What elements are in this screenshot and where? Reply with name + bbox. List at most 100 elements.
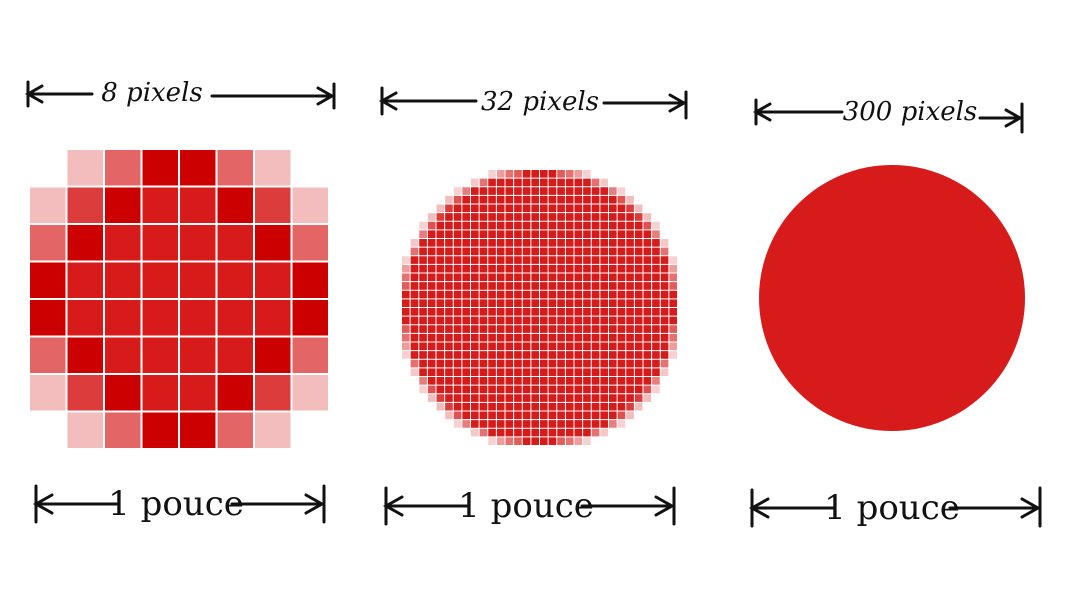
pixel-cell — [514, 368, 522, 377]
pixel-cell — [548, 290, 557, 299]
pixel-cell — [462, 247, 471, 256]
pixel-cell — [583, 247, 591, 256]
pixel-cell — [514, 308, 522, 316]
pixel-cell — [488, 394, 496, 402]
pixel-cell — [565, 221, 574, 230]
pixel-cell — [505, 170, 514, 178]
pixel-cell — [600, 333, 609, 342]
pixel-cell — [496, 282, 505, 290]
pixel-cell — [522, 221, 531, 230]
pixel-cell — [540, 178, 548, 187]
pixel-cell — [142, 225, 178, 261]
pixel-cell — [634, 377, 643, 385]
pixel-cell — [105, 412, 141, 448]
pixel-cell — [514, 204, 522, 213]
pixel-cell — [574, 256, 583, 264]
pixel-cell — [292, 262, 328, 298]
pixel-cell — [548, 428, 557, 437]
pixel-cell — [583, 213, 591, 221]
pixel-cell — [583, 187, 591, 195]
pixel-cell — [488, 187, 496, 195]
pixel-cell — [436, 264, 445, 273]
pixel-cell — [471, 299, 479, 308]
pixel-cell — [565, 282, 574, 290]
pixel-cell — [591, 273, 600, 282]
pixel-cell — [462, 385, 471, 394]
pixel-cell — [479, 187, 488, 195]
pixel-cell — [660, 239, 669, 247]
pixel-cell — [617, 316, 626, 325]
pixel-cell — [531, 299, 540, 308]
pixel-cell — [609, 290, 617, 299]
pixel-cell — [488, 273, 496, 282]
pixel-cell — [496, 437, 505, 446]
pixel-cell — [583, 178, 591, 187]
pixel-cell — [574, 385, 583, 394]
pixel-cell — [142, 375, 178, 411]
pixel-cell — [496, 247, 505, 256]
pixel-cell — [471, 411, 479, 420]
pixel-cell — [427, 351, 436, 359]
pixel-cell — [453, 351, 462, 359]
pixel-cell — [522, 170, 531, 178]
pixel-cell — [453, 325, 462, 333]
pixel-cell — [540, 351, 548, 359]
pixel-cell — [522, 359, 531, 368]
pixel-cell — [471, 239, 479, 247]
pixel-cell — [548, 325, 557, 333]
pixel-cell — [453, 230, 462, 239]
pixel-cell — [652, 273, 660, 282]
bottom-measure-arrow — [382, 486, 676, 526]
pixel-cell — [652, 247, 660, 256]
pixel-cell — [402, 351, 410, 359]
pixel-cell — [514, 377, 522, 385]
pixel-cell — [609, 368, 617, 377]
pixel-cell — [626, 264, 634, 273]
pixel-cell — [600, 256, 609, 264]
pixel-cell — [255, 412, 291, 448]
pixel-cell — [548, 247, 557, 256]
pixel-cell — [574, 204, 583, 213]
pixel-cell — [591, 299, 600, 308]
pixel-cell — [600, 368, 609, 377]
pixel-cell — [643, 342, 652, 351]
pixel-cell — [479, 213, 488, 221]
pixel-cell — [453, 342, 462, 351]
pixel-cell — [488, 221, 496, 230]
pixel-cell — [634, 325, 643, 333]
pixel-cell — [626, 351, 634, 359]
pixel-cell — [652, 316, 660, 325]
panel-300-pixels: 300 pixels 1 pouce — [748, 97, 1042, 528]
pixel-cell — [669, 333, 678, 342]
pixel-cell — [462, 411, 471, 420]
pixel-cell — [30, 262, 66, 298]
pixel-cell — [557, 368, 565, 377]
pixel-cell — [531, 264, 540, 273]
pixel-cell — [67, 225, 103, 261]
pixel-cell — [514, 282, 522, 290]
pixel-cell — [505, 247, 514, 256]
pixel-cell — [419, 368, 427, 377]
pixel-cell — [617, 342, 626, 351]
pixel-cell — [453, 256, 462, 264]
pixel-cell — [462, 299, 471, 308]
pixel-cell — [557, 333, 565, 342]
pixel-circle-8 — [30, 150, 328, 448]
pixel-cell — [471, 333, 479, 342]
pixel-cell — [652, 333, 660, 342]
pixel-cell — [626, 256, 634, 264]
pixel-cell — [617, 213, 626, 221]
pixel-cell — [514, 333, 522, 342]
pixel-cell — [217, 150, 253, 186]
pixel-cell — [574, 394, 583, 402]
pixel-cell — [557, 195, 565, 204]
pixel-cell — [531, 282, 540, 290]
pixel-cell — [445, 221, 453, 230]
pixel-cell — [419, 299, 427, 308]
pixel-cell — [142, 300, 178, 336]
pixel-cell — [591, 221, 600, 230]
pixel-cell — [626, 308, 634, 316]
pixel-cell — [402, 264, 410, 273]
pixel-cell — [617, 325, 626, 333]
pixel-cell — [652, 385, 660, 394]
